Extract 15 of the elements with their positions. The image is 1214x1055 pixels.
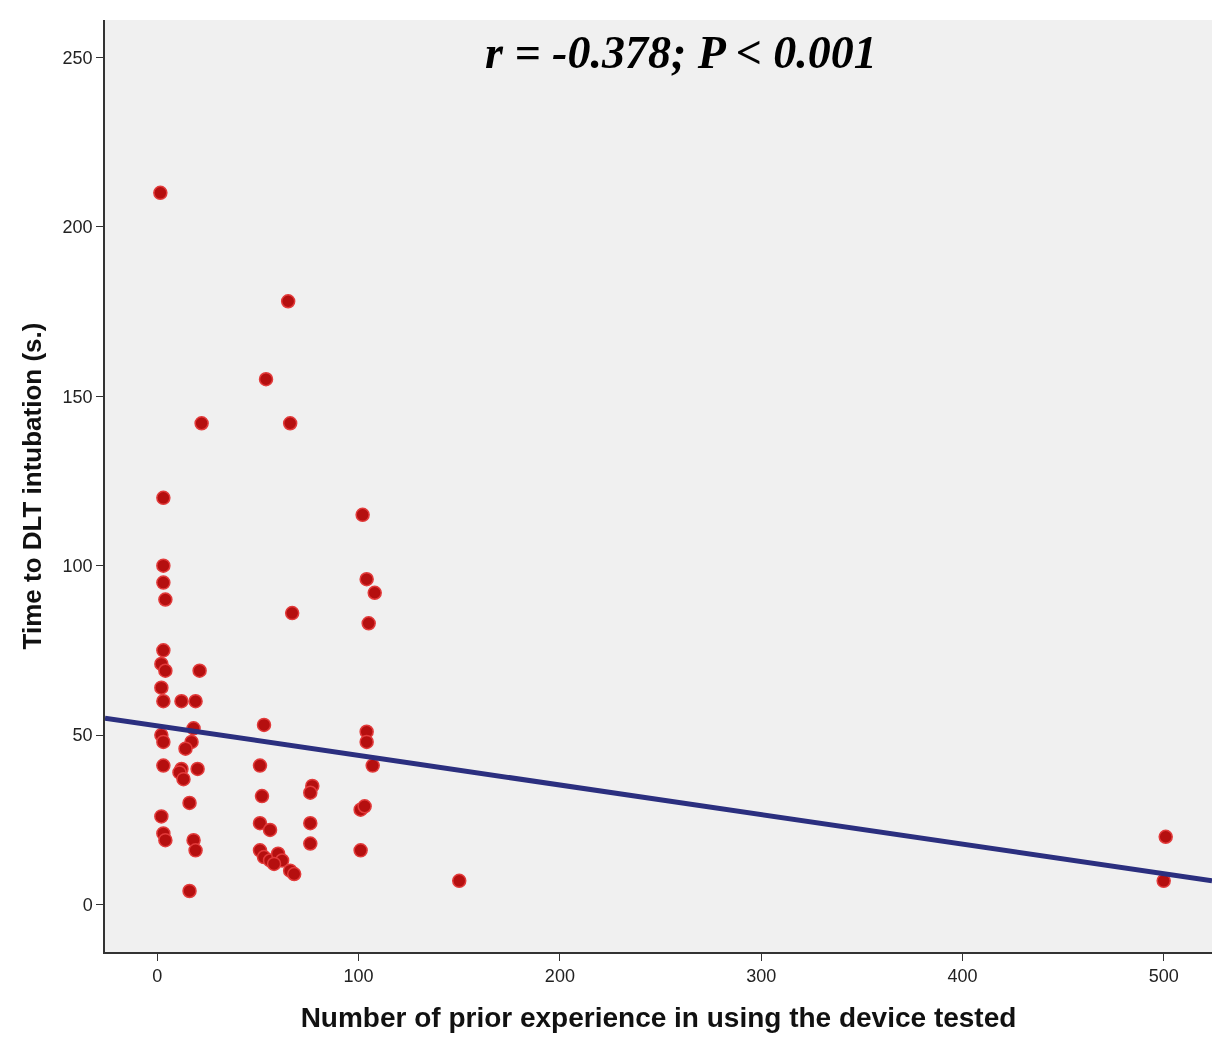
x-tick-label: 200 <box>544 966 575 987</box>
y-tick-label: 150 <box>62 386 93 407</box>
x-tick-label: 100 <box>343 966 374 987</box>
y-tick-label: 250 <box>62 47 93 68</box>
y-axis-title: Time to DLT intubation (s.) <box>16 322 47 650</box>
x-tick-label: 500 <box>1148 966 1179 987</box>
y-tick-label: 200 <box>62 217 93 238</box>
x-tick-label: 300 <box>746 966 777 987</box>
x-axis-title: Number of prior experience in using the device tested <box>300 1001 1017 1033</box>
y-tick-label: 0 <box>82 894 93 915</box>
y-tick-label: 50 <box>72 725 93 746</box>
y-tick-label: 100 <box>62 555 93 576</box>
annotation: r = -0.378; P < 0.001 <box>485 27 877 78</box>
x-tick-label: 400 <box>947 966 978 987</box>
x-tick-label: 0 <box>152 966 163 987</box>
